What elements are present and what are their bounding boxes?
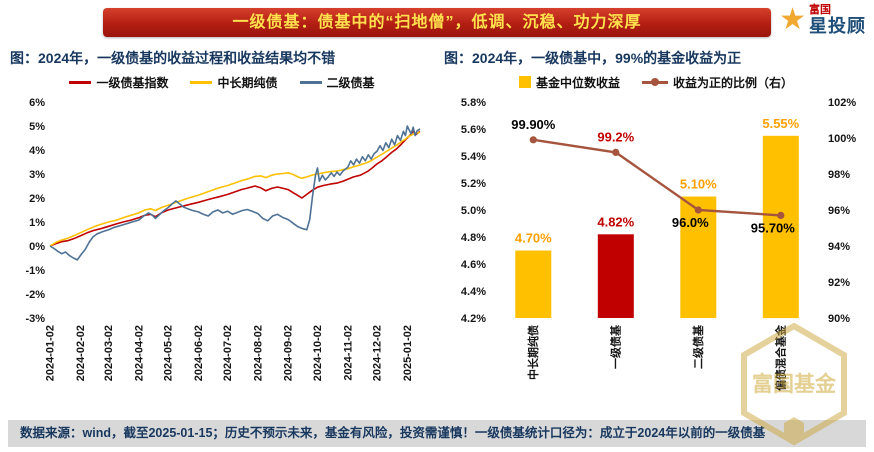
svg-text:96.0%: 96.0% xyxy=(672,215,709,230)
svg-text:92%: 92% xyxy=(828,277,850,289)
page-title-banner: 一级债基：债基中的“扫地僧”，低调、沉稳、功力深厚 xyxy=(103,8,771,37)
svg-text:100%: 100% xyxy=(828,133,856,145)
brand-logo: ★ 富国 星投顾 xyxy=(779,3,866,37)
svg-text:中长期纯债: 中长期纯债 xyxy=(526,325,540,380)
legend-item-median-return: 基金中位数收益 xyxy=(518,74,620,91)
bar-1 xyxy=(597,234,634,318)
series-line-1 xyxy=(49,131,421,247)
svg-text:2024-12-02: 2024-12-02 xyxy=(372,325,384,381)
legend-label: 基金中位数收益 xyxy=(535,75,620,90)
svg-text:5.4%: 5.4% xyxy=(461,151,486,163)
series-line-0 xyxy=(49,130,421,247)
right-chart-title: 图：2024年，一级债基中，99%的基金收益为正 xyxy=(444,50,742,66)
svg-text:2024-07-02: 2024-07-02 xyxy=(222,325,234,381)
svg-text:4.8%: 4.8% xyxy=(461,232,486,244)
legend-label: 中长期纯债 xyxy=(217,75,278,90)
svg-text:4.2%: 4.2% xyxy=(461,313,486,325)
svg-text:4.70%: 4.70% xyxy=(515,231,552,246)
svg-text:94%: 94% xyxy=(828,241,850,253)
svg-text:5.10%: 5.10% xyxy=(680,177,717,192)
series-line-2 xyxy=(49,125,421,261)
ratio-marker-0 xyxy=(529,136,537,144)
svg-text:2024-01-02: 2024-01-02 xyxy=(45,325,57,381)
svg-text:3%: 3% xyxy=(29,169,45,181)
footer-bar: 数据来源：wind，截至2025-01-15；历史不预示未来，基金有风险，投资需… xyxy=(8,420,866,447)
svg-text:95.70%: 95.70% xyxy=(751,220,796,235)
svg-text:-3%: -3% xyxy=(25,313,45,325)
svg-text:5%: 5% xyxy=(29,121,45,133)
series-swatch-icon xyxy=(69,80,92,84)
svg-text:102%: 102% xyxy=(828,97,856,109)
svg-text:1%: 1% xyxy=(29,217,45,229)
legend-label: 一级债基指数 xyxy=(96,75,169,90)
svg-text:2024-09-02: 2024-09-02 xyxy=(283,325,295,381)
svg-text:5.2%: 5.2% xyxy=(461,178,486,190)
svg-text:二级债基: 二级债基 xyxy=(691,324,705,369)
left-chart-legend: 一级债基指数 中长期纯债 二级债基 xyxy=(10,70,434,94)
svg-text:2025-01-02: 2025-01-02 xyxy=(402,325,414,381)
svg-text:0%: 0% xyxy=(29,241,45,253)
star-icon: ★ xyxy=(779,3,806,37)
svg-text:90%: 90% xyxy=(828,313,850,325)
svg-text:98%: 98% xyxy=(828,169,850,181)
svg-text:一级债基: 一级债基 xyxy=(608,324,622,369)
right-chart-panel: 图：2024年，一级债基中，99%的基金收益为正 基金中位数收益 收益为正的比例… xyxy=(444,48,868,407)
svg-text:-1%: -1% xyxy=(25,265,45,277)
svg-text:2024-03-02: 2024-03-02 xyxy=(103,325,115,381)
svg-text:4.6%: 4.6% xyxy=(461,259,486,271)
right-chart-legend: 基金中位数收益 收益为正的比例（右） xyxy=(444,70,868,94)
svg-text:2024-04-02: 2024-04-02 xyxy=(133,325,145,381)
footer-text: 数据来源：wind，截至2025-01-15；历史不预示未来，基金有风险，投资需… xyxy=(20,426,766,440)
bar-0 xyxy=(515,250,552,318)
ratio-line xyxy=(533,138,781,217)
series-swatch-icon xyxy=(299,80,322,84)
svg-text:2024-05-02: 2024-05-02 xyxy=(163,325,175,381)
legend-label: 二级债基 xyxy=(326,75,375,90)
line-dot-icon xyxy=(651,78,659,86)
svg-text:2024-10-02: 2024-10-02 xyxy=(312,325,324,381)
brand-name-small: 富国 xyxy=(809,4,831,16)
svg-text:4.82%: 4.82% xyxy=(597,214,634,229)
bar-swatch-icon xyxy=(518,76,531,88)
svg-text:2024-08-02: 2024-08-02 xyxy=(252,325,264,381)
legend-label: 收益为正的比例（右） xyxy=(673,75,794,90)
svg-text:2024-02-02: 2024-02-02 xyxy=(75,325,87,381)
svg-text:5.6%: 5.6% xyxy=(461,124,486,136)
svg-text:5.55%: 5.55% xyxy=(762,116,799,131)
page-title: 一级债基：债基中的“扫地僧”，低调、沉稳、功力深厚 xyxy=(232,14,642,31)
brand-name-main: 星投顾 xyxy=(809,15,866,36)
legend-item-medium-long-pure-bond: 中长期纯债 xyxy=(190,74,278,91)
bar-3 xyxy=(762,135,799,319)
svg-text:偏债混合基金: 偏债混合基金 xyxy=(773,324,787,391)
svg-text:5.0%: 5.0% xyxy=(461,205,486,217)
svg-text:2024-11-02: 2024-11-02 xyxy=(342,325,354,381)
svg-text:4.4%: 4.4% xyxy=(461,286,486,298)
ratio-marker-3 xyxy=(777,211,785,219)
right-chart-svg: 5.8% 5.6% 5.4% 5.2% 5.0% 4.8% 4.6% 4.4% 4.2% 102%… xyxy=(461,97,856,391)
legend-item-positive-ratio: 收益为正的比例（右） xyxy=(642,74,793,91)
left-chart-title: 图：2024年，一级债基的收益过程和收益结果均不错 xyxy=(10,50,336,66)
legend-item-secondary-bond: 二级债基 xyxy=(299,74,375,91)
line-swatch-icon xyxy=(642,78,668,86)
left-chart-svg: 6% 5% 4% 3% 2% 1% 0% -1% -2% -3%2024-01-02 2024-02… xyxy=(25,97,421,381)
svg-text:-2%: -2% xyxy=(25,289,45,301)
left-chart-panel: 图：2024年，一级债基的收益过程和收益结果均不错 一级债基指数 中长期纯债 二… xyxy=(10,48,434,407)
bar-2 xyxy=(680,196,717,318)
svg-text:99.2%: 99.2% xyxy=(597,129,634,144)
svg-text:99.90%: 99.90% xyxy=(511,117,556,132)
svg-text:2%: 2% xyxy=(29,193,45,205)
ratio-marker-2 xyxy=(694,206,702,214)
svg-text:6%: 6% xyxy=(29,97,45,109)
svg-text:5.8%: 5.8% xyxy=(461,97,486,109)
svg-text:4%: 4% xyxy=(29,145,45,157)
svg-text:2024-06-02: 2024-06-02 xyxy=(193,325,205,381)
legend-item-primary-bond-index: 一级债基指数 xyxy=(69,74,168,91)
series-swatch-icon xyxy=(190,80,213,84)
ratio-marker-1 xyxy=(612,148,620,156)
svg-text:96%: 96% xyxy=(828,205,850,217)
